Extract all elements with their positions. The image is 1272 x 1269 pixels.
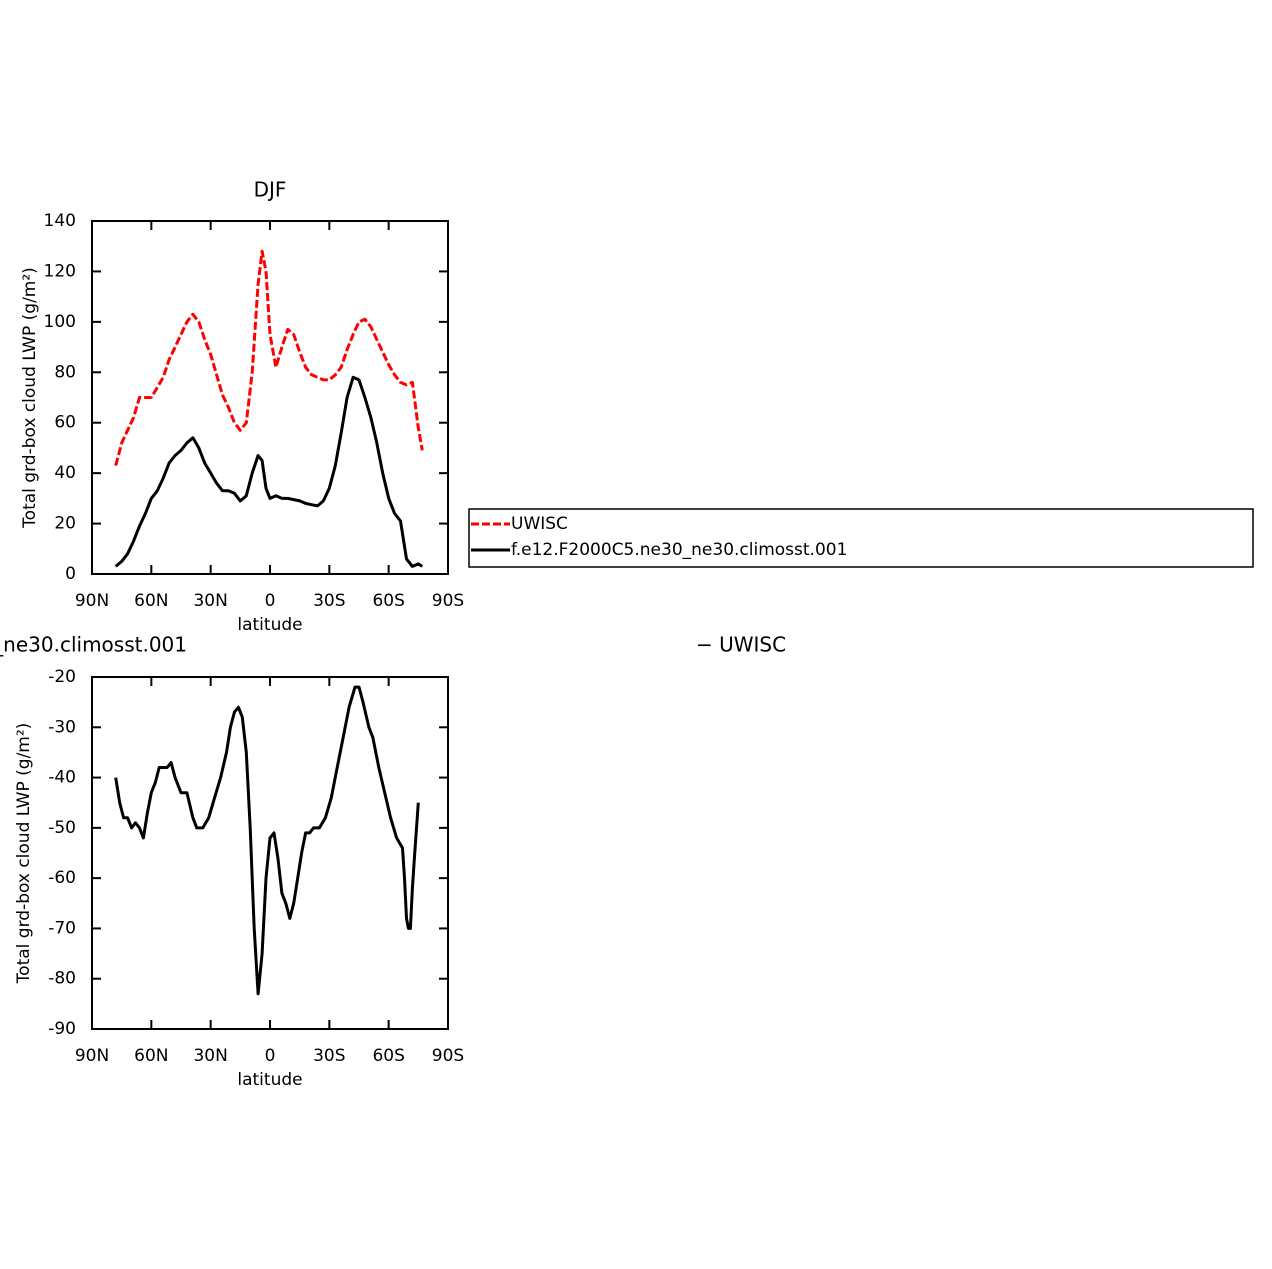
x-tick-label: 30N (193, 591, 227, 611)
y-tick-label: -30 (48, 717, 76, 737)
y-axis-label: Total grd-box cloud LWP (g/m²) (14, 723, 34, 985)
x-tick-label: 0 (265, 1046, 276, 1066)
legend-label: UWISC (511, 514, 568, 534)
x-tick-label: 30N (193, 1046, 227, 1066)
y-tick-label: -40 (48, 768, 76, 788)
chart-title: f.e12.F2000C5.ne30_ne30.climosst.001 (0, 633, 187, 657)
y-tick-label: 80 (54, 362, 76, 382)
chart-title: DJF (254, 178, 287, 202)
x-tick-label: 90N (75, 1046, 109, 1066)
y-tick-label: -20 (48, 667, 76, 687)
series-line (114, 249, 424, 466)
y-tick-label: -70 (48, 918, 76, 938)
x-tick-label: 90S (432, 591, 464, 611)
x-tick-label: 90N (75, 591, 109, 611)
x-tick-label: 30S (313, 591, 345, 611)
x-tick-label: 90S (432, 1046, 464, 1066)
y-tick-label: 0 (65, 564, 76, 584)
series-line (114, 685, 420, 996)
y-axis-label: Total grd-box cloud LWP (g/m²) (20, 267, 40, 529)
x-tick-label: 60N (134, 591, 168, 611)
legend-label: f.e12.F2000C5.ne30_ne30.climosst.001 (511, 540, 847, 560)
x-tick-label: 60S (372, 591, 404, 611)
series-line (114, 375, 424, 568)
y-tick-label: 20 (54, 514, 76, 534)
y-tick-label: 140 (44, 211, 76, 231)
x-axis-label: latitude (237, 615, 302, 635)
y-tick-label: 120 (44, 261, 76, 281)
x-tick-label: 60S (372, 1046, 404, 1066)
y-tick-label: -50 (48, 818, 76, 838)
x-tick-label: 0 (265, 591, 276, 611)
y-tick-label: -90 (48, 1019, 76, 1039)
x-axis-label: latitude (237, 1070, 302, 1090)
y-tick-label: 40 (54, 463, 76, 483)
y-tick-label: 60 (54, 413, 76, 433)
chart-subtitle: − UWISC (696, 633, 786, 657)
x-tick-label: 30S (313, 1046, 345, 1066)
x-tick-label: 60N (134, 1046, 168, 1066)
y-tick-label: 100 (44, 312, 76, 332)
y-tick-label: -60 (48, 868, 76, 888)
legend-box (468, 508, 1254, 568)
y-tick-label: -80 (48, 969, 76, 989)
